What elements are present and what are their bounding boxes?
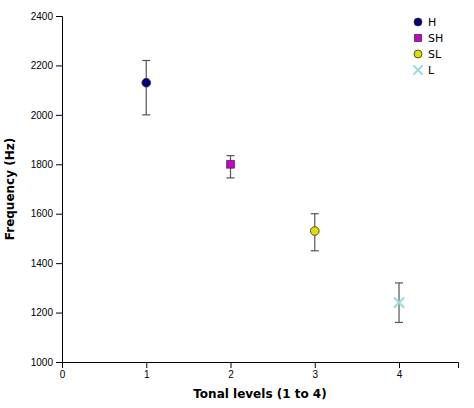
y-tick: 2400 bbox=[31, 11, 62, 22]
legend-marker bbox=[414, 34, 421, 41]
y-tick: 1600 bbox=[31, 208, 62, 219]
error-cap-upper bbox=[227, 155, 235, 156]
x-tick-mark bbox=[315, 362, 316, 368]
x-tick: 4 bbox=[397, 362, 403, 380]
series bbox=[394, 283, 404, 323]
x-tick-mark bbox=[146, 362, 147, 368]
legend-label: L bbox=[428, 64, 435, 77]
legend-marker bbox=[414, 18, 422, 26]
x-tick-label: 4 bbox=[397, 369, 403, 380]
x-tick-label: 3 bbox=[312, 369, 318, 380]
error-cap-lower bbox=[227, 177, 235, 178]
y-tick-mark bbox=[56, 214, 62, 215]
x-tick: 1 bbox=[144, 362, 150, 380]
legend-item: L bbox=[413, 64, 435, 77]
y-tick-mark bbox=[56, 164, 62, 165]
error-cap-lower bbox=[142, 114, 150, 115]
y-axis-title: Frequency (Hz) bbox=[3, 138, 17, 240]
x-tick-label: 2 bbox=[228, 369, 234, 380]
y-tick-label: 2200 bbox=[31, 60, 54, 71]
series bbox=[227, 156, 235, 178]
point bbox=[310, 227, 319, 236]
error-cap-upper bbox=[311, 213, 319, 214]
x-tick-mark bbox=[231, 362, 232, 368]
x-tick-label: 1 bbox=[144, 369, 150, 380]
y-tick-label: 1200 bbox=[31, 307, 54, 318]
error-cap-lower bbox=[395, 322, 403, 323]
point bbox=[142, 78, 151, 87]
y-tick-mark bbox=[56, 16, 62, 17]
x-tick: 0 bbox=[60, 362, 66, 380]
y-tick-label: 1800 bbox=[31, 159, 54, 170]
y-tick: 1400 bbox=[31, 258, 62, 269]
x-axis-title: Tonal levels (1 to 4) bbox=[193, 387, 326, 401]
error-cap-upper bbox=[395, 282, 403, 283]
point bbox=[394, 298, 404, 308]
legend-item: SL bbox=[414, 48, 442, 61]
y-axis-line bbox=[56, 17, 63, 363]
legend: H SH SL L bbox=[413, 16, 443, 77]
y-tick: 1200 bbox=[31, 307, 62, 318]
y-tick-mark bbox=[56, 115, 62, 116]
error-bar bbox=[146, 60, 147, 114]
y-tick-mark bbox=[56, 65, 62, 66]
data-layer bbox=[142, 60, 404, 322]
error-cap-upper bbox=[142, 60, 150, 61]
x-axis: 0 1 2 3 4 bbox=[60, 362, 459, 380]
x-tick-mark bbox=[399, 362, 400, 368]
y-tick-label: 1600 bbox=[31, 208, 54, 219]
series bbox=[142, 60, 151, 114]
y-tick-mark bbox=[56, 263, 62, 264]
x-tick-label: 0 bbox=[60, 369, 66, 380]
x-tick: 2 bbox=[228, 362, 234, 380]
y-axis: 1000 1200 1400 1600 1800 2000 2200 2400 bbox=[31, 11, 63, 368]
legend-label: H bbox=[428, 16, 436, 29]
chart-svg: 0 1 2 3 4 1000 1200 1400 1600 1800 2000 2200 2400 Ton… bbox=[0, 0, 474, 408]
y-tick-label: 1400 bbox=[31, 258, 54, 269]
y-tick-mark bbox=[56, 313, 62, 314]
y-tick: 1000 bbox=[31, 357, 62, 368]
y-tick-label: 2400 bbox=[31, 11, 54, 22]
y-tick: 1800 bbox=[31, 159, 62, 170]
y-tick-label: 1000 bbox=[31, 357, 54, 368]
point bbox=[227, 160, 235, 168]
legend-marker bbox=[414, 50, 422, 58]
legend-label: SH bbox=[428, 32, 443, 45]
legend-item: H bbox=[414, 16, 436, 29]
series bbox=[310, 214, 319, 251]
legend-label: SL bbox=[428, 48, 442, 61]
plot-area: 0 1 2 3 4 1000 1200 1400 1600 1800 2000 2200 2400 Ton… bbox=[3, 11, 459, 401]
legend-marker bbox=[413, 65, 422, 74]
y-tick: 2000 bbox=[31, 110, 62, 121]
x-axis-line bbox=[63, 363, 459, 369]
legend-item: SH bbox=[414, 32, 443, 45]
y-tick: 2200 bbox=[31, 60, 62, 71]
error-cap-lower bbox=[311, 250, 319, 251]
x-tick: 3 bbox=[312, 362, 318, 380]
y-tick-mark bbox=[56, 362, 62, 363]
y-tick-label: 2000 bbox=[31, 110, 54, 121]
